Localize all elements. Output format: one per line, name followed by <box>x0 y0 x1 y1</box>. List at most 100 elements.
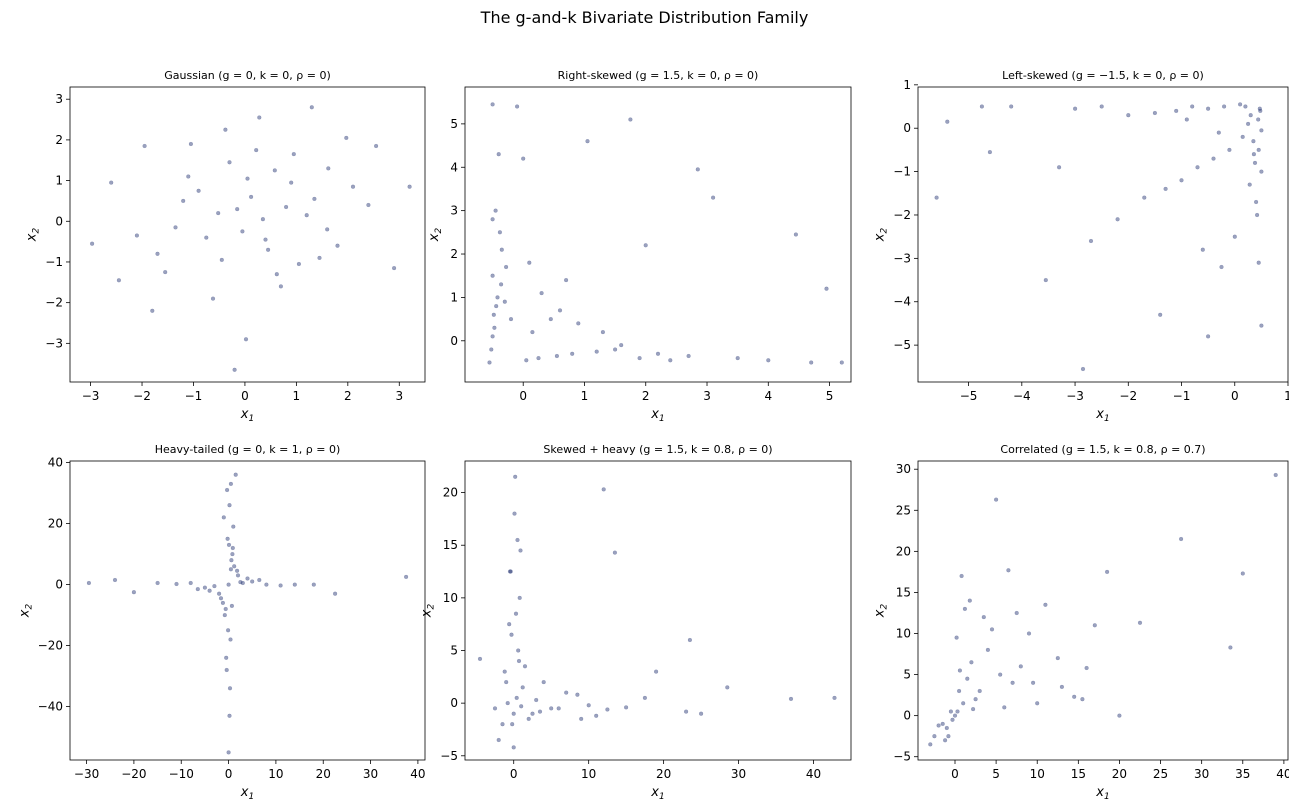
data-point <box>195 586 200 592</box>
data-point <box>229 558 234 563</box>
x-tick-label: −10 <box>169 767 194 781</box>
data-point <box>989 627 995 632</box>
data-point <box>491 312 496 317</box>
data-point <box>519 704 524 709</box>
data-point <box>163 269 168 275</box>
y-tick-label: −5 <box>893 338 911 352</box>
data-point <box>961 701 966 706</box>
data-point <box>1002 705 1007 710</box>
data-point <box>1006 568 1011 573</box>
data-point <box>311 582 316 587</box>
data-point <box>539 290 544 296</box>
axes-frame <box>917 460 1289 761</box>
data-point <box>1126 113 1131 118</box>
data-point <box>1080 697 1085 702</box>
x-tick-label: 5 <box>826 389 834 403</box>
data-point <box>492 706 498 711</box>
y-tick-label: 1 <box>55 174 63 188</box>
data-point <box>505 700 510 706</box>
subplot-5: 0 10 20 30 40 −5 0 5 10 15 20 Skewed + heavy (g = 1… <box>420 443 852 802</box>
data-point <box>950 717 955 722</box>
data-point <box>477 656 483 662</box>
data-point <box>695 167 700 172</box>
data-point <box>155 251 160 256</box>
data-point <box>1205 334 1211 339</box>
data-point <box>1055 655 1060 661</box>
data-point <box>970 706 976 712</box>
data-point <box>710 195 716 200</box>
data-point <box>698 711 704 716</box>
data-point <box>230 545 235 551</box>
data-point <box>292 582 297 587</box>
data-point <box>1259 169 1264 174</box>
data-point <box>304 213 309 218</box>
data-point <box>1072 694 1077 699</box>
data-point <box>653 669 659 674</box>
x-axis-label: x1 <box>240 407 254 424</box>
data-point <box>224 667 229 673</box>
data-point <box>216 591 222 596</box>
y-tick-label: 30 <box>896 462 911 476</box>
data-point <box>668 358 673 363</box>
data-point <box>231 524 236 529</box>
data-point <box>1195 165 1200 170</box>
y-tick-label: 2 <box>55 133 63 147</box>
data-point <box>155 580 160 586</box>
data-point <box>181 198 186 204</box>
y-tick-label: −1 <box>45 255 63 269</box>
data-point <box>497 230 503 235</box>
data-point <box>563 277 569 283</box>
data-point <box>500 722 505 727</box>
data-point <box>536 355 541 361</box>
y-tick-label: 2 <box>450 247 458 261</box>
data-point <box>977 688 982 694</box>
data-point <box>985 647 991 653</box>
y-axis-label: x2 <box>17 604 34 619</box>
data-point <box>312 196 317 202</box>
y-tick-label: 15 <box>443 538 458 552</box>
data-point <box>942 738 948 743</box>
data-point <box>493 208 498 213</box>
data-point <box>227 713 232 718</box>
axes-frame <box>69 86 426 383</box>
data-point <box>366 202 371 208</box>
y-tick-label: −2 <box>893 208 911 222</box>
data-point <box>945 119 950 124</box>
x-tick-label: 1 <box>1284 389 1289 403</box>
data-point <box>1240 134 1245 140</box>
x-tick-label: 20 <box>656 767 671 781</box>
data-point <box>216 210 221 216</box>
x-tick-label: 10 <box>1030 767 1045 781</box>
subplot-title: Heavy-tailed (g = 0, k = 1, ρ = 0) <box>155 443 341 456</box>
data-point <box>227 686 233 691</box>
y-tick-label: −1 <box>893 165 911 179</box>
data-point <box>946 734 951 739</box>
data-point <box>570 351 575 356</box>
y-tick-label: −3 <box>893 251 911 265</box>
data-point <box>278 284 284 289</box>
subplot-4: −30 −20 −10 0 10 20 30 40 −40 −20 0 20 40 Heavy-taile… <box>17 443 425 802</box>
data-point <box>575 692 580 697</box>
y-tick-label: 0 <box>450 334 458 348</box>
data-point <box>508 569 513 574</box>
data-point <box>225 628 231 633</box>
data-point <box>514 695 519 701</box>
data-point <box>601 487 606 492</box>
data-point <box>981 614 986 620</box>
data-point <box>245 176 250 181</box>
data-point <box>227 503 232 508</box>
data-point <box>1240 571 1245 576</box>
x-tick-label: 0 <box>519 389 527 403</box>
data-point <box>793 232 799 237</box>
x-tick-label: 5 <box>992 767 1000 781</box>
data-point <box>1117 713 1122 718</box>
data-point <box>265 247 271 252</box>
data-point <box>1059 684 1065 690</box>
data-point <box>788 696 794 702</box>
data-point <box>1115 217 1120 222</box>
data-point <box>1211 156 1216 161</box>
data-point <box>272 168 277 173</box>
data-point <box>109 180 114 185</box>
y-tick-label: 40 <box>48 456 63 470</box>
data-point <box>586 703 591 708</box>
